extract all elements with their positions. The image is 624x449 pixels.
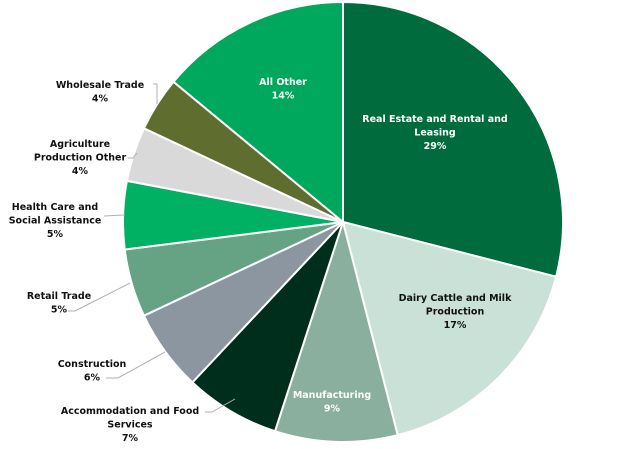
category-label-all-other: All Other — [259, 77, 307, 88]
slice-real-estate-and-rental-and-leasing — [342, 0, 564, 278]
category-label-accommodation-and-food-services: Accommodation and Food — [61, 406, 199, 417]
category-label-real-estate-and-rental-and-leasing: Leasing — [414, 128, 455, 139]
leader-line-wholesale-trade — [153, 83, 158, 104]
data-label-agriculture-production-other: 4% — [72, 166, 89, 177]
leader-line-retail-trade — [68, 282, 131, 312]
data-label-retail-trade: 5% — [51, 305, 68, 316]
category-label-health-care-and-social-assistance: Social Assistance — [9, 216, 102, 227]
slice-manufacturing — [273, 218, 399, 443]
leader-line-accommodation-and-food-services — [205, 398, 236, 413]
category-label-agriculture-production-other: Agriculture — [50, 139, 110, 150]
data-label-construction: 6% — [84, 373, 101, 384]
data-label-real-estate-and-rental-and-leasing: 29% — [424, 141, 447, 152]
data-label-dairy-cattle-and-milk-production: 17% — [444, 320, 467, 331]
category-label-accommodation-and-food-services: Services — [107, 420, 152, 431]
category-label-real-estate-and-rental-and-leasing: Real Estate and Rental and — [362, 114, 507, 125]
category-label-agriculture-production-other: Production Other — [34, 153, 127, 164]
slice-all-other — [172, 0, 344, 225]
slice-dairy-cattle-and-milk-production — [341, 220, 558, 437]
data-label-health-care-and-social-assistance: 5% — [47, 229, 64, 240]
leader-line-health-care-and-social-assistance — [103, 214, 125, 217]
category-label-dairy-cattle-and-milk-production: Production — [426, 307, 485, 318]
category-label-health-care-and-social-assistance: Health Care and — [12, 202, 98, 213]
category-label-dairy-cattle-and-milk-production: Dairy Cattle and Milk — [399, 293, 512, 304]
category-label-wholesale-trade: Wholesale Trade — [56, 80, 144, 91]
data-label-wholesale-trade: 4% — [92, 94, 109, 105]
leader-line-construction — [106, 351, 166, 379]
category-label-manufacturing: Manufacturing — [293, 390, 371, 401]
data-label-accommodation-and-food-services: 7% — [122, 433, 139, 444]
data-label-all-other: 14% — [272, 91, 295, 102]
data-label-manufacturing: 9% — [324, 404, 341, 415]
leader-line-agriculture-production-other — [128, 152, 138, 159]
category-label-construction: Construction — [58, 359, 127, 370]
category-label-retail-trade: Retail Trade — [27, 291, 91, 302]
